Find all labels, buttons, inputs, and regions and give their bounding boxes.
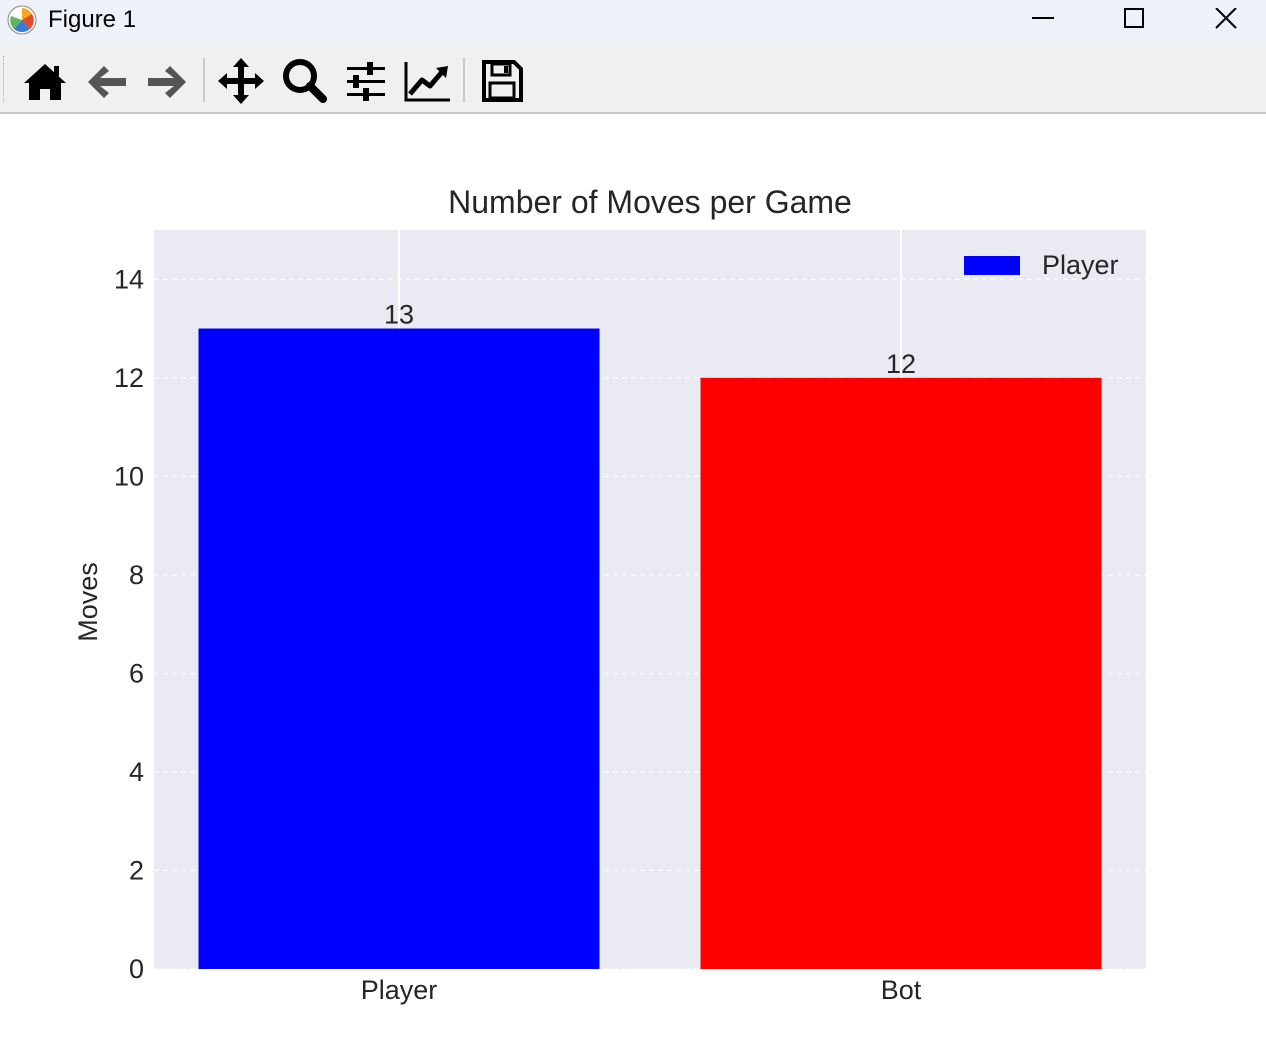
bar-value-label: 12 xyxy=(886,349,916,379)
bars xyxy=(198,328,1102,969)
y-tick-labels: 0 2 4 6 8 10 12 14 xyxy=(114,264,144,984)
save-icon xyxy=(482,60,523,102)
legend: Player xyxy=(964,250,1119,280)
legend-swatch xyxy=(964,256,1020,275)
configure-subplots-icon xyxy=(347,62,385,101)
matplotlib-app-icon xyxy=(7,5,37,35)
y-tick-label: 8 xyxy=(129,560,144,590)
window-titlebar: Figure 1 xyxy=(0,0,1266,46)
chart-title: Number of Moves per Game xyxy=(448,184,852,220)
legend-label: Player xyxy=(1042,250,1119,280)
maximize-button[interactable] xyxy=(1088,0,1180,40)
y-tick-label: 2 xyxy=(129,855,144,885)
navigation-toolbar xyxy=(0,46,1266,114)
pan-button[interactable] xyxy=(216,56,266,106)
edit-axis-button[interactable] xyxy=(402,56,452,106)
home-button[interactable] xyxy=(20,56,70,106)
toolbar-separator xyxy=(463,58,465,102)
y-tick-label: 10 xyxy=(114,461,144,491)
configure-subplots-button[interactable] xyxy=(341,56,391,106)
toolbar-grip xyxy=(3,56,7,102)
save-button[interactable] xyxy=(477,56,527,106)
zoom-button[interactable] xyxy=(279,56,329,106)
bar-value-labels: 13 12 xyxy=(384,300,916,379)
y-tick-label: 0 xyxy=(129,954,144,984)
y-axis-label: Moves xyxy=(73,562,103,642)
forward-button[interactable] xyxy=(142,56,192,106)
minimize-button[interactable] xyxy=(997,0,1089,40)
y-tick-label: 6 xyxy=(129,658,144,688)
bar-value-label: 13 xyxy=(384,300,414,330)
maximize-icon xyxy=(1124,8,1144,28)
window-title: Figure 1 xyxy=(48,6,137,33)
x-tick-label: Bot xyxy=(881,975,922,1005)
edit-axis-icon xyxy=(404,62,450,102)
back-icon xyxy=(88,66,126,98)
minimize-icon xyxy=(1032,17,1054,19)
home-icon xyxy=(24,64,66,100)
bar-bot xyxy=(700,377,1102,969)
x-tick-label: Player xyxy=(361,975,438,1005)
y-tick-label: 4 xyxy=(129,757,144,787)
toolbar-separator xyxy=(203,58,205,102)
close-icon xyxy=(1215,8,1237,29)
close-button[interactable] xyxy=(1180,0,1266,40)
forward-icon xyxy=(148,66,186,98)
y-tick-label: 14 xyxy=(114,264,144,294)
zoom-icon xyxy=(283,59,327,103)
y-tick-label: 12 xyxy=(114,363,144,393)
back-button[interactable] xyxy=(82,56,132,106)
pan-icon xyxy=(218,58,264,104)
bar-player xyxy=(198,328,600,969)
x-tick-labels: Player Bot xyxy=(361,975,922,1005)
